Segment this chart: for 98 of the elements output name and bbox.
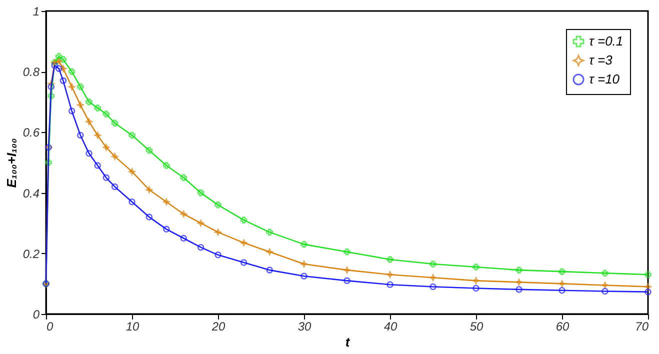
- x-tick-label: 0: [46, 320, 54, 334]
- point: [558, 286, 566, 294]
- y-tick-label: 0: [32, 308, 40, 322]
- point: [386, 281, 394, 288]
- point: [644, 271, 652, 278]
- y-tick-label: 1: [32, 4, 40, 18]
- point: [94, 132, 101, 139]
- point: [240, 239, 248, 246]
- point: [128, 132, 136, 139]
- point: [197, 244, 204, 251]
- point: [48, 92, 55, 100]
- legend-label: τ =10: [589, 72, 620, 86]
- y-tick-label: 0.2: [22, 246, 40, 261]
- point: [56, 58, 62, 64]
- point: [386, 256, 394, 263]
- point: [68, 68, 76, 75]
- point: [86, 150, 92, 157]
- point: [77, 83, 84, 90]
- x-axis-title: t: [345, 334, 350, 350]
- point: [300, 272, 308, 280]
- point: [77, 132, 84, 139]
- point: [180, 210, 187, 218]
- x-tick-label: 70: [635, 320, 649, 334]
- point: [86, 98, 92, 106]
- point: [102, 110, 110, 118]
- point: [430, 260, 436, 268]
- point: [266, 228, 273, 236]
- point: [180, 174, 187, 182]
- point: [516, 278, 522, 286]
- point: [558, 268, 566, 275]
- point: [68, 83, 76, 90]
- point: [602, 270, 608, 276]
- point: [163, 226, 170, 233]
- legend-label: τ =0.1: [589, 34, 624, 48]
- point: [214, 228, 222, 236]
- point: [516, 286, 522, 293]
- point: [163, 162, 170, 169]
- point: [430, 283, 436, 290]
- point: [163, 198, 170, 206]
- point: [146, 146, 153, 154]
- point: [386, 271, 394, 278]
- y-tick-label: 0.4: [22, 186, 40, 200]
- x-tick-label: 30: [298, 320, 312, 334]
- point: [180, 234, 187, 242]
- y-tick-label: 0.6: [22, 126, 40, 140]
- point: [56, 53, 62, 60]
- point: [214, 202, 222, 208]
- point: [94, 104, 101, 112]
- point: [60, 65, 67, 72]
- point: [111, 120, 118, 126]
- point: [111, 183, 118, 190]
- point: [266, 248, 273, 256]
- point: [472, 264, 480, 270]
- point: [45, 159, 52, 166]
- point: [197, 189, 204, 196]
- point: [344, 266, 350, 274]
- x-tick-label: 10: [126, 320, 140, 334]
- point: [240, 216, 248, 224]
- point: [128, 168, 136, 175]
- point: [48, 80, 55, 88]
- legend-label: τ =3: [589, 52, 614, 68]
- point: [197, 220, 204, 226]
- point: [300, 260, 308, 268]
- point: [344, 248, 350, 256]
- point: [86, 118, 92, 125]
- point: [214, 252, 222, 258]
- point: [146, 214, 153, 220]
- point: [77, 102, 84, 108]
- point: [48, 83, 55, 90]
- point: [558, 280, 566, 288]
- point: [111, 153, 118, 160]
- point: [102, 144, 110, 151]
- x-tick-label: 20: [210, 320, 226, 334]
- point: [68, 108, 76, 114]
- point: [644, 283, 652, 290]
- point: [128, 198, 136, 206]
- point: [56, 65, 62, 72]
- point: [344, 277, 350, 284]
- point: [300, 240, 308, 248]
- point: [51, 62, 58, 69]
- point: [602, 282, 608, 289]
- point: [240, 259, 248, 266]
- y-tick-label: 0.8: [22, 65, 40, 80]
- point: [266, 266, 273, 274]
- y-axis-title: E₁₀₀+I₁₀₀: [4, 138, 19, 188]
- point: [516, 266, 522, 274]
- point: [94, 162, 101, 169]
- point: [602, 288, 608, 295]
- point: [472, 277, 480, 284]
- x-tick-label: 40: [384, 320, 398, 334]
- point: [472, 284, 480, 292]
- point: [60, 77, 67, 84]
- x-tick-label: 60: [556, 320, 570, 334]
- point: [146, 186, 153, 194]
- point: [430, 274, 436, 282]
- point: [102, 174, 110, 182]
- point: [60, 56, 67, 63]
- x-tick-label: 50: [470, 320, 484, 334]
